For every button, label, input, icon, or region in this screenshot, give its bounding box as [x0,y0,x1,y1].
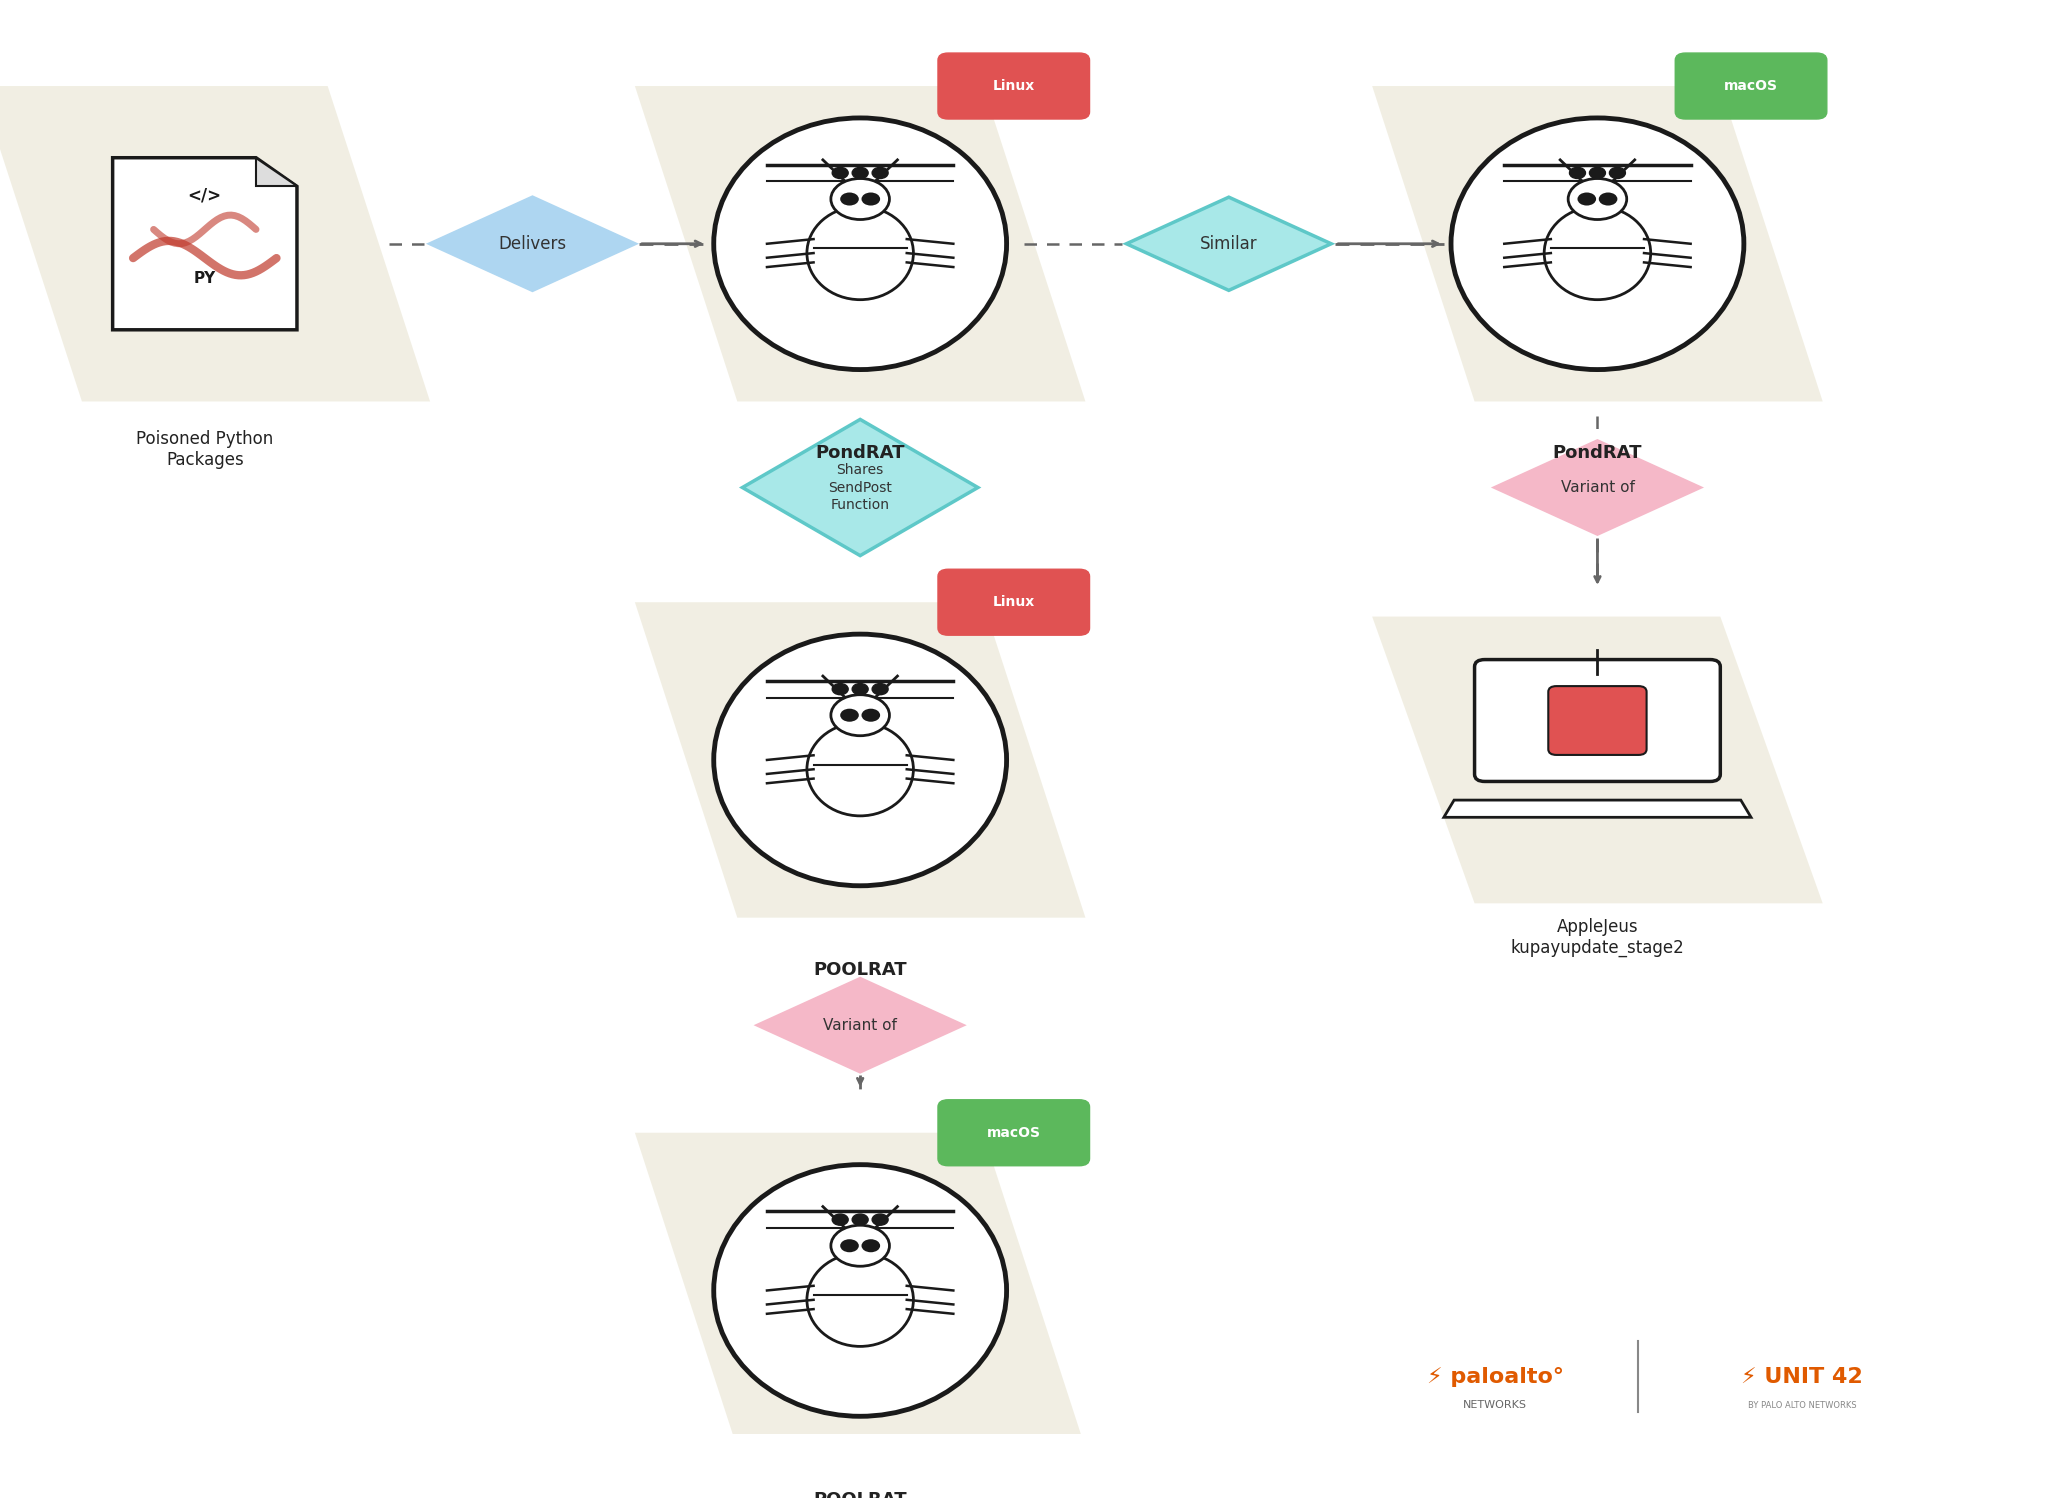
Text: POOLRAT: POOLRAT [813,960,907,978]
Circle shape [872,683,889,695]
Text: ⚡ UNIT 42: ⚡ UNIT 42 [1741,1366,1864,1387]
Text: Linux: Linux [993,595,1034,610]
Text: PondRAT: PondRAT [1552,445,1642,463]
Ellipse shape [1544,207,1651,300]
Circle shape [840,193,858,205]
Text: POOLRAT: POOLRAT [813,1491,907,1498]
Text: AppleJeus
kupayupdate_stage2: AppleJeus kupayupdate_stage2 [1511,918,1683,957]
Ellipse shape [807,207,913,300]
Text: Variant of: Variant of [1561,479,1634,494]
Circle shape [852,1213,868,1225]
Circle shape [862,193,881,205]
Circle shape [1569,178,1626,220]
Text: Poisoned Python
Packages: Poisoned Python Packages [135,430,274,469]
Circle shape [852,683,868,695]
FancyBboxPatch shape [1675,52,1827,118]
Text: Shares
SendPost
Function: Shares SendPost Function [827,463,893,512]
Polygon shape [1444,800,1751,818]
Text: ⚡ paloalto°: ⚡ paloalto° [1427,1366,1563,1387]
Polygon shape [1372,85,1823,401]
Ellipse shape [713,1164,1008,1416]
Polygon shape [635,602,1085,918]
Polygon shape [741,419,979,556]
Ellipse shape [713,118,1008,370]
Polygon shape [430,198,635,291]
Polygon shape [1372,617,1823,903]
Polygon shape [1495,440,1700,535]
FancyBboxPatch shape [1475,659,1720,782]
Circle shape [862,1239,881,1252]
FancyBboxPatch shape [1548,686,1647,755]
Text: </>: </> [188,187,221,205]
Circle shape [852,168,868,178]
Circle shape [831,683,848,695]
Circle shape [1577,193,1595,205]
Circle shape [831,1225,889,1266]
Polygon shape [113,157,297,330]
Polygon shape [758,978,963,1071]
Circle shape [1569,168,1585,178]
Circle shape [831,695,889,736]
Circle shape [1610,168,1626,178]
Polygon shape [256,157,297,186]
Text: macOS: macOS [1724,79,1778,93]
Text: macOS: macOS [987,1126,1040,1140]
Circle shape [872,168,889,178]
FancyBboxPatch shape [938,52,1090,118]
Polygon shape [635,85,1085,401]
Text: PY: PY [195,271,215,286]
Ellipse shape [807,1254,913,1347]
Text: Variant of: Variant of [823,1017,897,1032]
Circle shape [1599,193,1618,205]
Text: Similar: Similar [1200,235,1257,253]
Circle shape [840,709,858,722]
Polygon shape [635,1132,1085,1449]
Ellipse shape [713,634,1008,885]
Circle shape [862,709,881,722]
Text: Linux: Linux [993,79,1034,93]
Ellipse shape [1450,118,1745,370]
FancyBboxPatch shape [938,1100,1090,1165]
Circle shape [872,1213,889,1225]
Text: BY PALO ALTO NETWORKS: BY PALO ALTO NETWORKS [1747,1401,1858,1410]
Ellipse shape [807,722,913,816]
Circle shape [831,178,889,220]
Circle shape [831,168,848,178]
Polygon shape [0,85,430,401]
Text: Delivers: Delivers [498,235,567,253]
Text: PondRAT: PondRAT [815,445,905,463]
FancyBboxPatch shape [938,569,1090,635]
Text: NETWORKS: NETWORKS [1462,1401,1528,1410]
Circle shape [840,1239,858,1252]
Polygon shape [1126,198,1331,291]
Circle shape [1589,168,1606,178]
Circle shape [831,1213,848,1225]
